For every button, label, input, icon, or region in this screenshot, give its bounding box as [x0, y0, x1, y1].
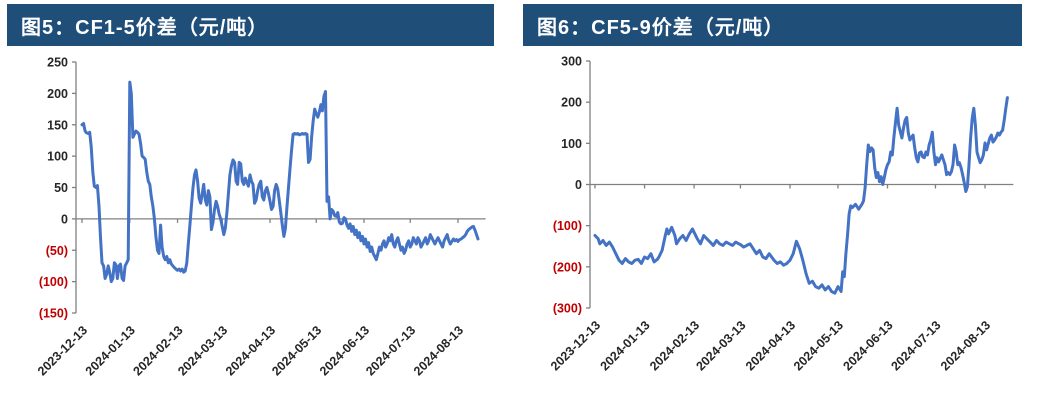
x-tick-label: 2024-08-13	[938, 318, 993, 373]
x-tick-label: 2024-05-13	[269, 323, 324, 378]
y-tick-label: 200	[47, 87, 68, 101]
x-tick-label: 2024-06-13	[841, 318, 896, 373]
x-tick-label: 2023-12-13	[35, 323, 90, 378]
y-tick-label: (50)	[46, 244, 68, 258]
figure-6-title: 图6：CF5-9价差（元/吨）	[537, 16, 785, 39]
y-tick-label: (200)	[553, 260, 582, 274]
x-tick-label: 2024-07-13	[363, 323, 418, 378]
y-tick-label: 100	[561, 137, 582, 151]
price-spread-line	[80, 80, 480, 284]
y-tick-label: 0	[61, 212, 68, 226]
x-axis: 2023-12-132024-01-132024-02-132024-03-13…	[548, 183, 1014, 373]
figure-6-chart: 2023-12-132024-01-132024-02-132024-03-13…	[548, 55, 1014, 373]
y-tick-label: (300)	[553, 302, 582, 316]
figure-5-chart: 2023-12-132024-01-132024-02-132024-03-13…	[35, 56, 486, 378]
figure-6-title-bar: 图6：CF5-9价差（元/吨）	[523, 4, 1022, 46]
x-tick-label: 2023-12-13	[548, 318, 603, 373]
figure-5-title: 图5：CF1-5价差（元/吨）	[21, 16, 269, 39]
y-tick-label: 50	[54, 181, 68, 195]
y-tick-label: 300	[561, 55, 582, 69]
y-tick-label: 150	[47, 118, 68, 132]
y-tick-label: 0	[575, 178, 582, 192]
y-tick-label: (100)	[553, 219, 582, 233]
x-tick-label: 2024-05-13	[791, 318, 846, 373]
figure-5-title-bar: 图5：CF1-5价差（元/吨）	[7, 4, 494, 46]
y-tick-label: 250	[47, 56, 68, 70]
x-tick-label: 2024-07-13	[888, 318, 943, 373]
y-tick-label: 200	[561, 96, 582, 110]
y-axis: 250 200 150 100 50 0 (50) (100) (150)	[39, 56, 77, 321]
x-tick-label: 2024-01-13	[598, 318, 653, 373]
y-tick-label: (150)	[39, 307, 68, 321]
x-tick-label: 2024-01-13	[83, 323, 138, 378]
price-spread-line	[593, 96, 1009, 295]
x-tick-label: 2024-03-13	[693, 318, 748, 373]
y-tick-label: (100)	[39, 275, 68, 289]
y-axis: 300 200 100 0 (100) (200) (300)	[553, 55, 591, 316]
y-tick-label: 100	[47, 150, 68, 164]
x-tick-label: 2024-04-13	[743, 318, 798, 373]
x-tick-label: 2024-08-13	[411, 323, 466, 378]
